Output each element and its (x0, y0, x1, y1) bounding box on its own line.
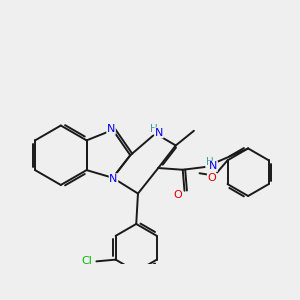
Text: H: H (206, 158, 214, 167)
Text: Cl: Cl (81, 256, 92, 266)
Text: H: H (150, 124, 158, 134)
Text: O: O (174, 190, 183, 200)
Text: N: N (155, 128, 163, 138)
Text: O: O (207, 173, 216, 184)
Text: N: N (109, 174, 118, 184)
Text: N: N (107, 124, 115, 134)
Text: N: N (209, 161, 217, 171)
